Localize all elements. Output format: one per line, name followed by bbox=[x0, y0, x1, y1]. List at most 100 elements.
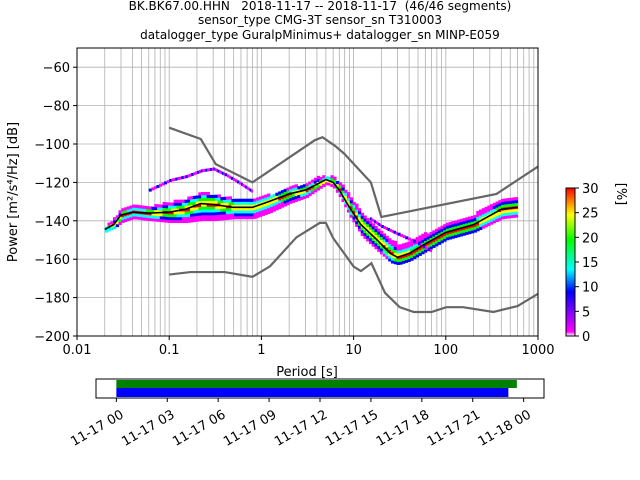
density-cell bbox=[426, 242, 431, 246]
density-cell bbox=[368, 238, 373, 242]
density-cell bbox=[173, 214, 177, 218]
density-cell bbox=[437, 238, 442, 242]
density-cell bbox=[137, 216, 142, 220]
density-cell bbox=[190, 207, 194, 211]
density-cell bbox=[349, 203, 354, 207]
density-cell bbox=[492, 217, 497, 221]
density-cell bbox=[280, 201, 285, 205]
density-cell bbox=[454, 234, 458, 238]
density-cell bbox=[220, 205, 224, 209]
density-cell bbox=[415, 245, 420, 249]
density-cell bbox=[209, 217, 213, 222]
density-cell bbox=[360, 212, 365, 216]
density-cell bbox=[212, 212, 216, 216]
timeline-tick-label: 11-17 09 bbox=[221, 407, 279, 449]
density-cell bbox=[217, 208, 221, 213]
mode-curve bbox=[104, 178, 518, 259]
density-cell bbox=[228, 210, 232, 214]
outlier-trace bbox=[251, 189, 253, 193]
density-cell bbox=[434, 228, 439, 232]
outlier-trace bbox=[183, 175, 186, 179]
density-cell bbox=[344, 195, 348, 199]
y-tick-label: −140 bbox=[34, 215, 70, 230]
density-cell bbox=[382, 233, 387, 237]
outlier-trace bbox=[238, 181, 242, 185]
density-cell bbox=[209, 212, 213, 216]
density-cell bbox=[231, 213, 235, 217]
density-cell bbox=[468, 219, 472, 223]
density-cell bbox=[121, 211, 125, 215]
density-cell bbox=[481, 222, 486, 226]
outlier-trace bbox=[169, 178, 172, 182]
density-cell bbox=[357, 228, 362, 232]
y-tick-label: −60 bbox=[43, 61, 70, 76]
outlier-trace bbox=[191, 172, 194, 176]
density-cell bbox=[225, 202, 230, 206]
density-cell bbox=[396, 261, 400, 265]
density-cell bbox=[349, 205, 354, 210]
density-cell bbox=[311, 182, 315, 186]
outlier-trace bbox=[181, 176, 184, 180]
density-cell bbox=[239, 201, 243, 205]
x-tick-label: 0.1 bbox=[159, 343, 180, 358]
density-cell bbox=[137, 213, 142, 217]
density-cell bbox=[170, 202, 175, 206]
density-cell bbox=[121, 208, 125, 212]
density-cell bbox=[448, 224, 453, 228]
x-axis-ticks: 0.01 0.1 1 10 100 1000 bbox=[63, 336, 555, 358]
density-cell bbox=[490, 207, 494, 211]
density-cell bbox=[388, 258, 392, 262]
density-cell bbox=[187, 199, 191, 203]
density-cell bbox=[382, 253, 387, 257]
density-cell bbox=[393, 243, 398, 247]
density-cell bbox=[432, 236, 436, 240]
density-cell bbox=[451, 229, 455, 233]
density-cell bbox=[346, 192, 351, 196]
density-cell bbox=[212, 209, 216, 213]
density-cell bbox=[192, 201, 197, 205]
density-cell bbox=[220, 214, 224, 218]
density-cell bbox=[154, 215, 158, 219]
density-cell bbox=[498, 217, 502, 221]
density-cell bbox=[382, 241, 387, 246]
density-cell bbox=[198, 206, 202, 210]
density-cell bbox=[275, 198, 279, 202]
outlier-trace bbox=[177, 177, 180, 181]
density-cell bbox=[404, 248, 409, 252]
density-cell bbox=[157, 204, 161, 208]
density-cell bbox=[126, 215, 131, 219]
density-cell bbox=[190, 199, 194, 203]
density-cell bbox=[313, 186, 318, 190]
density-cell bbox=[423, 237, 428, 242]
density-cell bbox=[470, 227, 475, 231]
density-cell bbox=[445, 237, 450, 241]
density-cell bbox=[476, 219, 480, 223]
outlier-trace bbox=[410, 238, 414, 242]
outlier-trace bbox=[375, 221, 378, 225]
density-cell bbox=[234, 216, 238, 220]
density-cell bbox=[308, 187, 312, 191]
density-cell bbox=[377, 237, 381, 241]
outlier-trace bbox=[193, 172, 196, 176]
density-cell bbox=[468, 222, 472, 226]
density-cell bbox=[217, 200, 221, 204]
density-cell bbox=[374, 228, 378, 232]
density-cell bbox=[374, 234, 378, 238]
density-cell bbox=[487, 205, 491, 209]
density-cell bbox=[192, 198, 197, 202]
density-cell bbox=[203, 197, 208, 201]
density-cell bbox=[132, 207, 136, 211]
density-cell bbox=[473, 229, 477, 233]
density-cell bbox=[286, 199, 290, 203]
density-cell bbox=[209, 209, 213, 213]
density-cell bbox=[231, 204, 235, 208]
density-cell bbox=[454, 226, 458, 230]
density-cell bbox=[181, 199, 186, 203]
density-cell bbox=[272, 199, 276, 203]
density-cell bbox=[176, 202, 180, 206]
density-cell bbox=[297, 194, 301, 199]
density-cell bbox=[393, 246, 398, 250]
density-cell bbox=[445, 228, 450, 232]
density-cell bbox=[220, 199, 224, 204]
density-cell bbox=[115, 215, 120, 219]
